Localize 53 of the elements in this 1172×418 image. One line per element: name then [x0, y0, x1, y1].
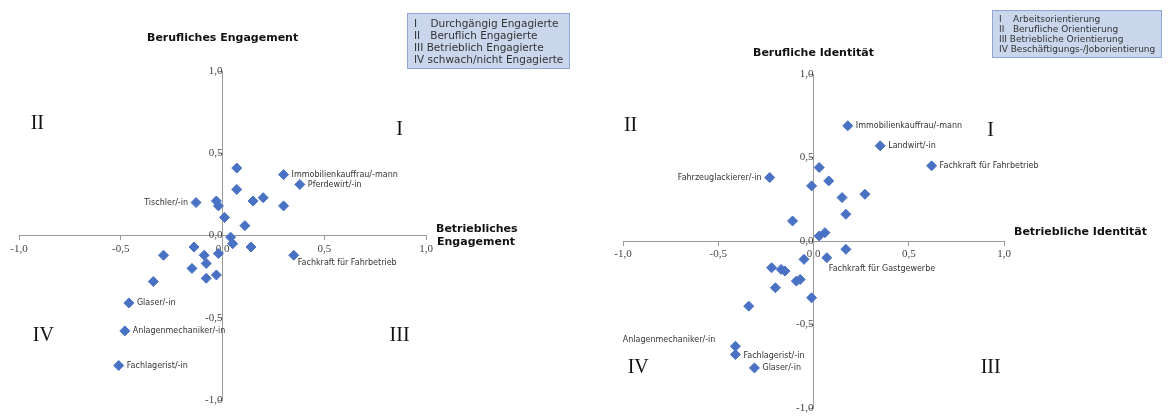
annotation: Fahrzeuglackierer/-in — [677, 172, 762, 182]
text: III Betrieblich Engagierte — [414, 41, 544, 53]
text: II Beruflich Engagierte — [414, 29, 538, 41]
text: I Durchgängig Engagierte — [414, 17, 559, 29]
y-tick-label: -0,5 — [796, 317, 814, 330]
y-tick-label: 0,0 — [208, 228, 223, 241]
annotation: Glaser/-in — [762, 363, 802, 372]
annotation: Fachlagerist/-in — [126, 360, 188, 370]
text: II Berufliche Orientierung — [999, 24, 1119, 34]
y-tick-label: -1,0 — [796, 400, 814, 413]
x-tick-label: 1,0 — [419, 241, 434, 254]
annotation: Anlagenmechaniker/-in — [622, 335, 716, 345]
y-tick-label: 0,5 — [208, 146, 223, 159]
x-tick-label: 0,5 — [901, 247, 917, 260]
y-tick-label: 1,0 — [799, 66, 814, 79]
x-axis-title: Betriebliches Engagement — [436, 221, 518, 248]
annotation: III — [389, 323, 410, 346]
x-tick-label: -0,5 — [112, 241, 130, 254]
annotation: Tischler/-in — [143, 197, 189, 207]
y-axis-title: Berufliche Identität — [753, 46, 874, 59]
annotation: III — [980, 355, 1001, 378]
annotation: Pferdewirt/-in — [307, 179, 362, 189]
x-axis-title: Betriebliche Identität — [1014, 225, 1148, 238]
annotation: Fachkraft für Gastgewerbe — [828, 263, 936, 273]
y-tick-label: -0,5 — [205, 310, 223, 323]
text: III Betriebliche Orientierung — [999, 34, 1124, 44]
annotation: Anlagenmechaniker/-in — [132, 325, 226, 335]
annotation: II — [623, 113, 638, 136]
y-tick-label: 1,0 — [208, 63, 223, 76]
y-tick-label: -1,0 — [205, 392, 223, 405]
annotation: Fachlagerist/-in — [743, 350, 805, 360]
text: I Arbeitsorientierung — [999, 14, 1101, 24]
x-tick-label: -0,5 — [709, 247, 728, 260]
y-axis-title: Berufliches Engagement — [147, 31, 299, 44]
annotation: Glaser/-in — [136, 298, 176, 308]
annotation: II — [30, 110, 44, 133]
annotation: Landwirt/-in — [888, 140, 936, 150]
annotation: IV — [32, 323, 55, 346]
y-tick-label: 0,5 — [799, 150, 814, 163]
annotation: Fachkraft für Fahrbetrieb — [939, 160, 1039, 170]
x-tick-label: 1,0 — [997, 247, 1012, 260]
text: IV schwach/nicht Engagierte — [414, 53, 564, 65]
annotation: IV — [627, 355, 650, 378]
y-tick-label: 0,0 — [799, 233, 814, 246]
x-tick-label: 0,5 — [317, 241, 332, 254]
annotation: Immobilienkauffrau/-mann — [855, 120, 963, 130]
x-tick-label: -1,0 — [614, 247, 633, 260]
annotation: Immobilienkauffrau/-mann — [291, 169, 398, 179]
annotation: I — [396, 117, 403, 140]
x-tick-label: -1,0 — [10, 241, 29, 254]
text: IV Beschäftigungs-/Joborientierung — [999, 44, 1156, 54]
annotation: I — [987, 118, 994, 141]
annotation: Fachkraft für Fahrbetrieb — [297, 258, 397, 268]
